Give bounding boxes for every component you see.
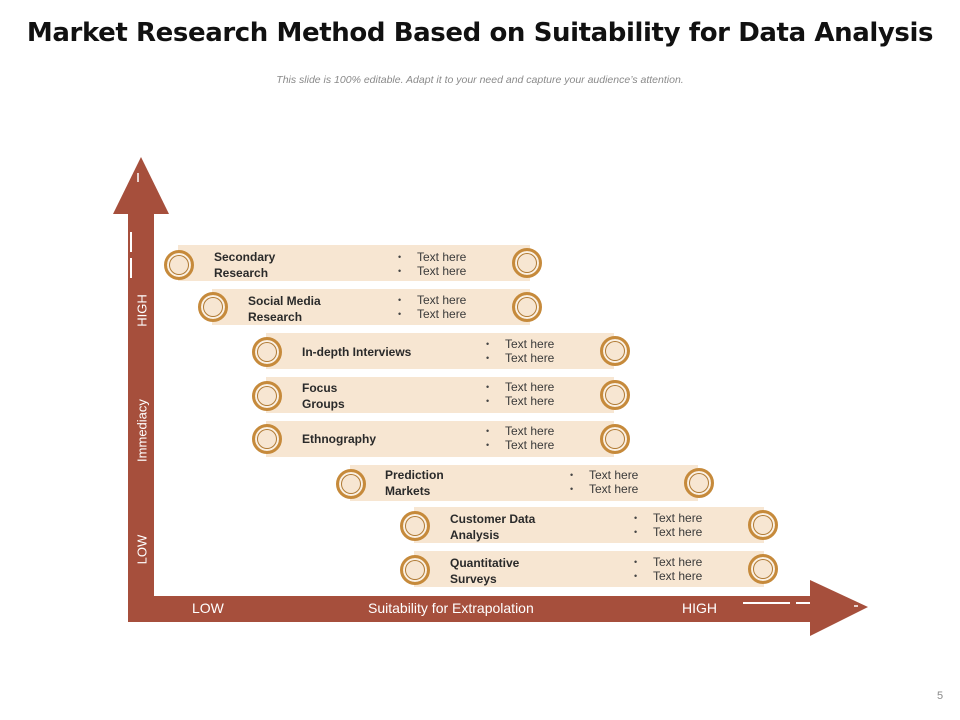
circle-icon: [600, 336, 630, 366]
bullet-item: Text here: [634, 569, 702, 583]
method-bullets: Text here Text here: [634, 555, 702, 583]
bullet-item: Text here: [486, 380, 554, 394]
circle-icon: [684, 468, 714, 498]
x-axis-title: Suitability for Extrapolation: [368, 600, 534, 616]
circle-icon: [198, 292, 228, 322]
bullet-item: Text here: [486, 394, 554, 408]
method-name: In-depth Interviews: [302, 345, 412, 359]
y-axis-title: Immediacy: [134, 399, 150, 462]
circle-icon: [252, 424, 282, 454]
method-bar-ethnography: [266, 421, 614, 457]
circle-icon: [164, 250, 194, 280]
y-axis-low-label: LOW: [134, 534, 150, 565]
circle-icon: [748, 510, 778, 540]
y-axis-shaft: [128, 212, 154, 622]
y-axis-high-label: HIGH: [134, 294, 150, 327]
bullet-item: Text here: [398, 307, 466, 321]
method-name: Focus Groups: [302, 381, 345, 411]
method-bar-in-depth-interviews: [266, 333, 614, 369]
circle-icon: [512, 248, 542, 278]
bullet-item: Text here: [486, 424, 554, 438]
bullet-item: Text here: [398, 264, 466, 278]
method-bar-secondary-research: [178, 245, 530, 281]
method-bullets: Text here Text here: [398, 250, 466, 278]
subtitle: This slide is 100% editable. Adapt it to…: [276, 74, 684, 86]
method-name: Ethnography: [302, 432, 376, 446]
method-bullets: Text here Text here: [486, 380, 554, 408]
circle-icon: [400, 511, 430, 541]
method-name: Prediction Markets: [385, 468, 444, 498]
circle-icon: [600, 380, 630, 410]
method-bar-focus-groups: [266, 377, 614, 413]
method-bar-prediction-markets: [350, 465, 698, 501]
slide-number: 5: [936, 690, 944, 702]
x-axis-low-label: LOW: [192, 600, 224, 616]
method-bar-quantitative-surveys: [414, 551, 764, 587]
circle-icon: [600, 424, 630, 454]
bullet-item: Text here: [486, 351, 554, 365]
x-axis-arrowhead: [810, 580, 868, 636]
circle-icon: [400, 555, 430, 585]
bullet-item: Text here: [634, 555, 702, 569]
bullet-item: Text here: [570, 482, 638, 496]
method-name: Secondary Research: [214, 250, 276, 280]
method-bullets: Text here Text here: [486, 337, 554, 365]
method-name: Customer Data Analysis: [450, 512, 536, 542]
bullet-item: Text here: [398, 293, 466, 307]
bullet-item: Text here: [570, 468, 638, 482]
method-bar-social-media-research: [212, 289, 530, 325]
circle-icon: [512, 292, 542, 322]
method-bullets: Text here Text here: [486, 424, 554, 452]
circle-icon: [748, 554, 778, 584]
bullet-item: Text here: [398, 250, 466, 264]
method-bar-customer-data-analysis: [414, 507, 764, 543]
method-name: Quantitative Surveys: [450, 556, 520, 586]
bullet-item: Text here: [634, 511, 702, 525]
circle-icon: [252, 381, 282, 411]
method-name: Social Media Research: [248, 294, 321, 324]
circle-icon: [336, 469, 366, 499]
method-bullets: Text here Text here: [634, 511, 702, 539]
x-axis-shaft: [128, 596, 812, 622]
circle-icon: [252, 337, 282, 367]
page-title: Market Research Method Based on Suitabil…: [26, 18, 934, 48]
bullet-item: Text here: [486, 438, 554, 452]
y-axis-arrowhead: [113, 157, 169, 214]
bullet-item: Text here: [634, 525, 702, 539]
method-bullets: Text here Text here: [570, 468, 638, 496]
bullet-item: Text here: [486, 337, 554, 351]
method-bullets: Text here Text here: [398, 293, 466, 321]
x-axis-high-label: HIGH: [682, 600, 717, 616]
